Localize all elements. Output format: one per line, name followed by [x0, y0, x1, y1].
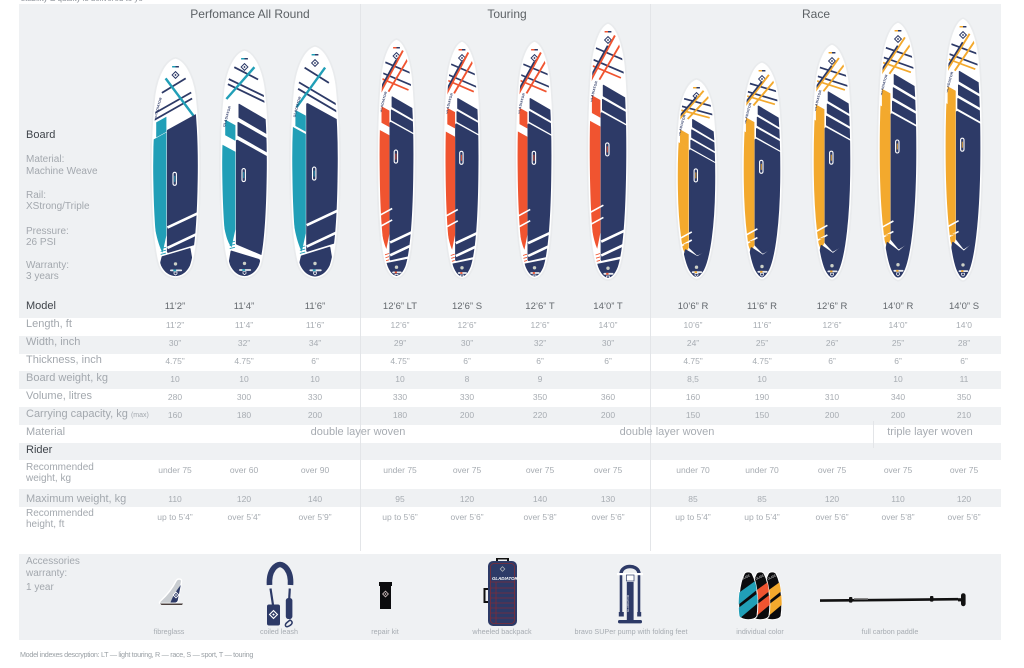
- svg-text:GLADIATOR: GLADIATOR: [743, 102, 753, 124]
- svg-text:GLADIATOR: GLADIATOR: [626, 594, 630, 612]
- svg-text:GLADIATOR: GLADIATOR: [945, 71, 955, 93]
- svg-text:GLADIATOR: GLADIATOR: [879, 74, 889, 96]
- svg-text:GLADIATOR: GLADIATOR: [516, 92, 526, 114]
- svg-text:GLIDE: GLIDE: [767, 573, 777, 580]
- svg-text:GLADIATOR: GLADIATOR: [292, 96, 302, 118]
- svg-text:GLADIATOR: GLADIATOR: [444, 92, 454, 114]
- svg-text:GLADIATOR: GLADIATOR: [492, 576, 519, 581]
- svg-text:GLIDE: GLIDE: [755, 573, 765, 580]
- svg-text:GLADIATOR: GLADIATOR: [676, 114, 686, 136]
- svg-text:GLADIATOR: GLADIATOR: [153, 97, 163, 119]
- svg-text:GLADIATOR: GLADIATOR: [222, 105, 232, 127]
- svg-text:GLADIATOR: GLADIATOR: [589, 80, 599, 102]
- svg-text:GLADIATOR: GLADIATOR: [378, 91, 388, 113]
- svg-text:GLIDE: GLIDE: [741, 573, 751, 580]
- svg-text:GLADIATOR: GLADIATOR: [813, 89, 823, 111]
